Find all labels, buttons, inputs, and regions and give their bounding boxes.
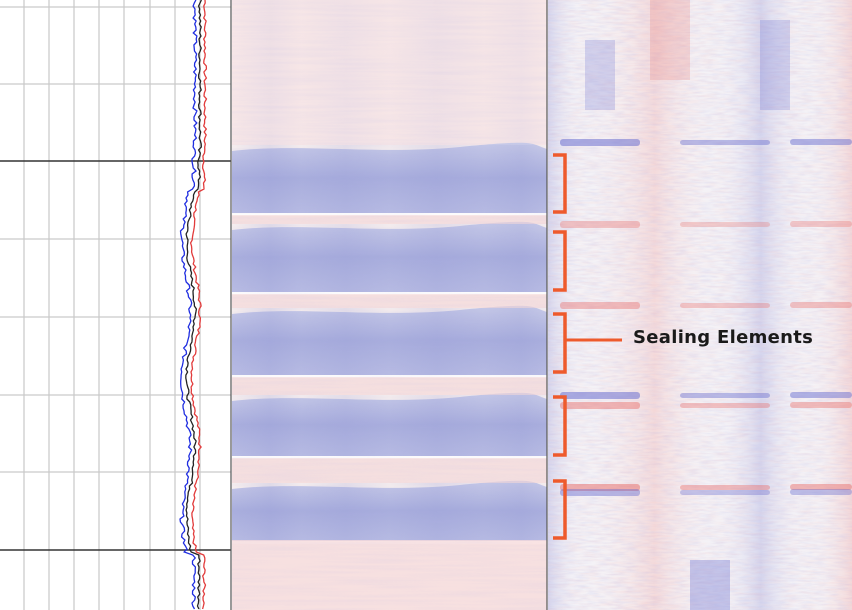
log-curves [179, 0, 208, 610]
streak [680, 485, 770, 490]
log-curve [185, 0, 202, 610]
streak [560, 139, 640, 146]
log-curve [189, 0, 208, 610]
bracket [553, 230, 567, 292]
sealing-elements-label: Sealing Elements [633, 327, 814, 348]
streak [790, 392, 852, 398]
streak [790, 402, 852, 408]
streak [680, 490, 770, 495]
image-streaks [560, 0, 852, 610]
streak [560, 402, 640, 409]
streak [560, 302, 640, 309]
image-track-middle [232, 0, 547, 610]
streak [680, 303, 770, 308]
streak [790, 484, 852, 490]
log-curve [179, 0, 198, 610]
streak [760, 20, 790, 110]
streak [790, 489, 852, 495]
bracket [553, 395, 567, 457]
streak [560, 489, 640, 496]
streak [690, 560, 730, 610]
streak [680, 393, 770, 398]
bracket [553, 153, 567, 214]
streak [790, 221, 852, 227]
streak [680, 403, 770, 408]
log-track [0, 0, 232, 610]
streak [560, 392, 640, 399]
streak [790, 139, 852, 145]
sealing-element-brackets [553, 153, 567, 540]
streak [585, 40, 615, 110]
streak [650, 0, 690, 80]
log-grid-vertical [23, 0, 201, 610]
streak [680, 222, 770, 227]
bracket [553, 312, 567, 374]
streak [560, 484, 640, 491]
streak [680, 140, 770, 145]
streak [790, 302, 852, 308]
streak [560, 221, 640, 228]
bracket [553, 479, 567, 540]
image-track-right [548, 0, 852, 610]
